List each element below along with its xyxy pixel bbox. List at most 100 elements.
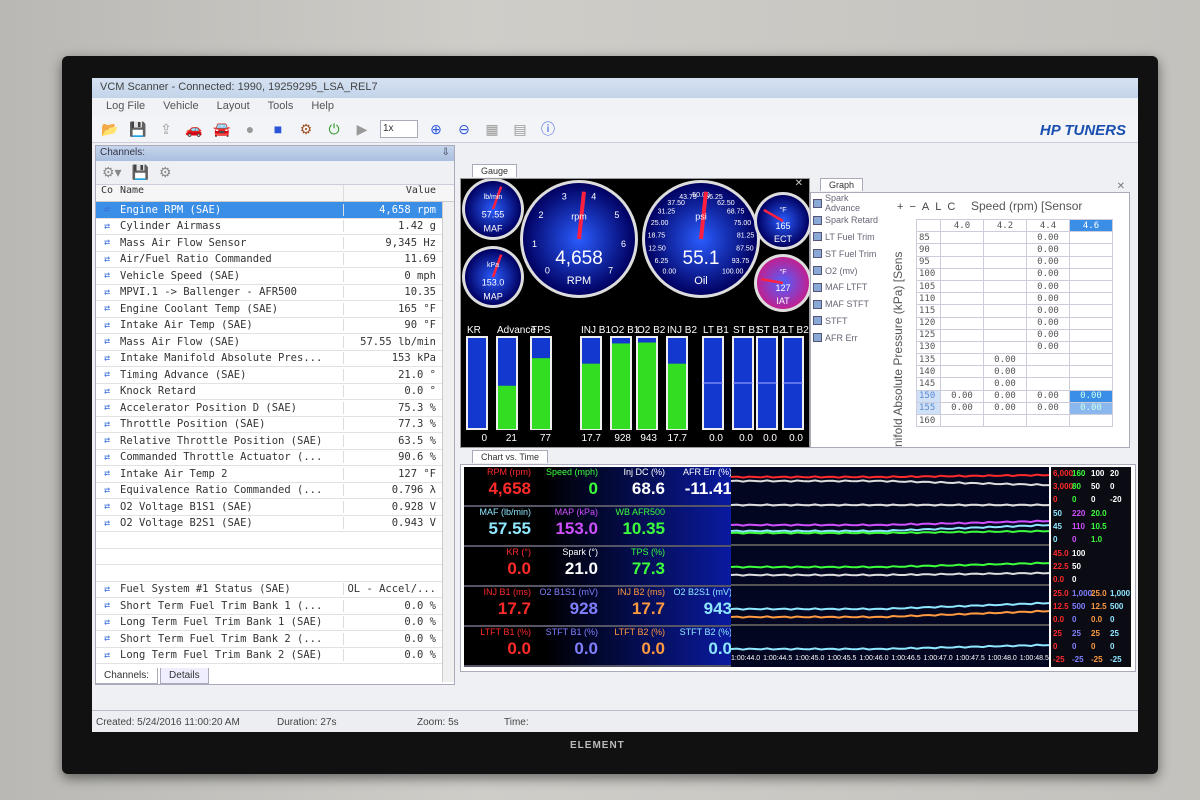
vehicle-icon[interactable]: 🚘 [213,120,231,137]
tab-details[interactable]: Details [160,668,209,684]
table-cell[interactable] [983,292,1027,306]
row-header[interactable]: 105 [916,279,941,294]
table-cell[interactable] [1069,328,1113,342]
table-cell[interactable] [1069,304,1113,318]
row-header[interactable]: 155 [916,401,941,416]
col-name[interactable]: Name [118,185,344,201]
info-icon[interactable]: ⓘ [541,121,555,137]
table-cell[interactable] [1069,243,1113,257]
tab-channels[interactable]: Channels: [95,668,159,684]
close-gauge-icon[interactable]: ✕ [794,178,803,189]
channel-row[interactable]: ⇄ Mass Air Flow Sensor 9,345 Hz [96,235,454,252]
row-header[interactable]: 130 [916,340,941,355]
channel-row[interactable]: ⇄ O2 Voltage B2S1 (SAE) 0.943 V [96,516,454,532]
channel-row[interactable]: ⇄ MPVI.1 -> Ballenger - AFR500 10.35 [96,285,454,301]
graph-list-item[interactable]: MAF STFT [813,296,885,313]
channel-row[interactable]: ⇄ Equivalence Ratio Commanded (... 0.796 λ [96,483,454,499]
channel-row[interactable]: ⇄ Short Term Fuel Trim Bank 2 (... 0.0 % [96,631,454,648]
add-channel-icon[interactable]: ⚙▾ [102,164,122,180]
row-header[interactable]: 150 [916,389,941,403]
tab-graph[interactable]: Graph [820,178,864,191]
layout-icon[interactable]: ▦ [485,120,499,137]
table-cell[interactable]: 0.00 [983,353,1027,367]
column-header[interactable]: 4.2 [983,218,1027,233]
row-header[interactable]: 160 [916,413,941,428]
menu-layout[interactable]: Layout [216,100,250,112]
vehicle-disconnected-icon[interactable]: 🚗 [185,120,203,137]
channel-row[interactable]: ⇄ Commanded Throttle Actuator (... 90.6 % [96,450,454,466]
channel-row[interactable]: ⇄ Relative Throttle Position (SAE) 63.5 % [96,433,454,450]
channel-row[interactable]: ⇄ Mass Air Flow (SAE) 57.55 lb/min [96,334,454,351]
table-cell[interactable]: 0.00 [983,377,1027,391]
settings-icon[interactable]: ⚙ [159,164,172,180]
channel-row[interactable]: ⇄ Fuel System #1 Status (SAE) OL - Accel/.… [96,582,454,598]
channels-scrollbar[interactable] [442,202,454,682]
channel-row[interactable] [96,565,454,582]
table-cell[interactable] [940,413,984,428]
channel-row[interactable]: ⇄ Air/Fuel Ratio Commanded 11.69 [96,252,454,268]
table-cell[interactable]: 0.00 [1026,279,1070,294]
table-cell[interactable] [983,316,1027,330]
table-cell[interactable] [940,340,984,355]
table-cell[interactable]: 0.00 [940,389,984,403]
table-cell[interactable] [983,340,1027,355]
tab-gauge[interactable]: Gauge [472,164,518,177]
table-cell[interactable] [1069,316,1113,330]
row-header[interactable]: 140 [916,365,941,379]
row-header[interactable]: 95 [916,255,941,269]
save-channels-icon[interactable]: 💾 [131,164,150,180]
channel-row[interactable]: ⇄ Intake Manifold Absolute Pres... 153 kPa [96,351,454,367]
row-header[interactable]: 110 [916,292,941,306]
table-cell[interactable]: 0.00 [1026,401,1070,416]
table-cell[interactable]: 0.00 [940,401,984,416]
col-value[interactable]: Value [405,185,436,196]
time-plot[interactable] [731,467,1049,667]
channel-row[interactable]: ⇄ Vehicle Speed (SAE) 0 mph [96,268,454,285]
channel-row[interactable]: ⇄ O2 Voltage B1S1 (SAE) 0.928 V [96,499,454,516]
table-cell[interactable] [1069,365,1113,379]
table-cell[interactable] [940,292,984,306]
table-cell[interactable] [940,304,984,318]
table-cell[interactable]: 0.00 [1026,255,1070,269]
table-cell[interactable]: 0.00 [983,365,1027,379]
column-header[interactable]: 4.4 [1026,218,1070,233]
tab-chart-vs-time[interactable]: Chart vs. Time [472,450,549,463]
table-cell[interactable] [1069,377,1113,391]
table-cell[interactable] [983,267,1027,281]
graph-list-item[interactable]: Spark Retard [813,212,885,229]
engine-icon[interactable]: ⚙ [299,120,313,137]
save-layout-icon[interactable]: ▤ [513,120,527,137]
row-header[interactable]: 120 [916,316,941,330]
table-cell[interactable] [1026,353,1070,367]
table-cell[interactable] [983,255,1027,269]
graph-list-item[interactable]: O2 (mv) [813,262,885,279]
table-cell[interactable]: 0.00 [1069,389,1113,403]
menu-vehicle[interactable]: Vehicle [163,100,199,112]
channel-row[interactable]: ⇄ Short Term Fuel Trim Bank 1 (... 0.0 % [96,598,454,615]
power-icon[interactable]: ⏻ [328,120,340,137]
table-cell[interactable]: 0.00 [983,401,1027,416]
table-cell[interactable]: 0.00 [1026,316,1070,330]
graph-list-item[interactable]: MAF LTFT [813,279,885,296]
table-cell[interactable] [1069,267,1113,281]
table-cell[interactable] [940,316,984,330]
column-header[interactable]: 4.6 [1069,218,1113,233]
row-header[interactable]: 125 [916,328,941,342]
channel-row[interactable]: ⇄ Cylinder Airmass 1.42 g [96,219,454,235]
row-header[interactable]: 100 [916,267,941,281]
graph-tool-button[interactable]: + [897,201,904,213]
row-header[interactable]: 90 [916,243,941,257]
table-cell[interactable] [1069,413,1113,428]
table-cell[interactable] [1069,340,1113,355]
play-icon[interactable]: ▶ [356,120,368,137]
playback-speed-select[interactable]: 1x [380,120,418,138]
table-cell[interactable] [940,231,984,245]
export-icon[interactable]: ⇪ [160,120,172,137]
graph-list-item[interactable]: STFT [813,313,885,330]
graph-list-item[interactable]: AFR Err [813,329,885,346]
channel-row[interactable]: ⇄ Accelerator Position D (SAE) 75.3 % [96,400,454,417]
table-cell[interactable] [940,353,984,367]
pin-icon[interactable]: ⇩ [441,147,450,158]
table-cell[interactable]: 0.00 [1026,340,1070,355]
table-cell[interactable]: 0.00 [1026,231,1070,245]
